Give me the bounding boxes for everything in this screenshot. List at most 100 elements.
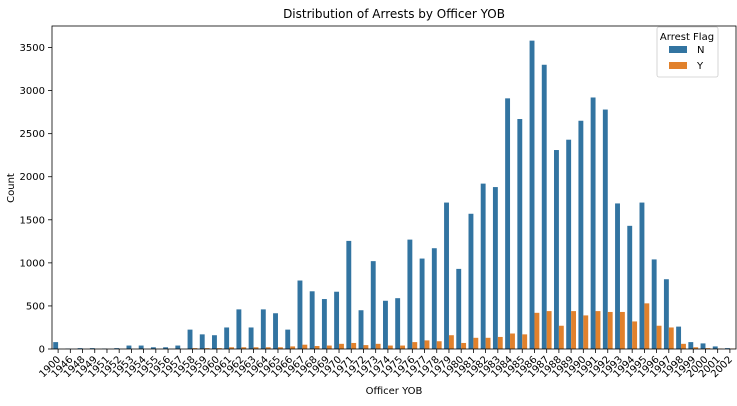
- bar-n-1978: [432, 248, 437, 349]
- legend: Arrest Flag N Y: [657, 27, 718, 77]
- y-tick-label: 3000: [20, 86, 45, 97]
- bar-n-1959: [200, 334, 205, 349]
- y-tick-label: 0: [39, 345, 45, 356]
- y-tick-label: 1500: [20, 215, 45, 226]
- bar-y-1997: [669, 327, 674, 349]
- x-axis-label: Officer YOB: [366, 386, 423, 397]
- bar-y-1988: [559, 326, 564, 349]
- bar-n-1983: [493, 187, 498, 349]
- bar-n-1997: [664, 279, 669, 349]
- bar-y-1986: [534, 313, 539, 349]
- bar-n-1957: [175, 346, 180, 349]
- bar-y-1981: [473, 338, 478, 349]
- bar-y-1976: [412, 342, 417, 349]
- bar-y-1993: [620, 312, 625, 349]
- bar-y-1987: [547, 311, 552, 349]
- bar-n-1977: [420, 259, 425, 349]
- bar-y-1998: [681, 344, 686, 349]
- bar-n-1968: [310, 291, 315, 349]
- bar-y-1970: [339, 344, 344, 349]
- legend-label-n: N: [697, 45, 704, 56]
- bar-n-1975: [395, 298, 400, 349]
- bar-y-1974: [388, 346, 393, 349]
- bar-y-1973: [376, 344, 381, 349]
- bar-y-1996: [657, 326, 662, 349]
- bar-n-1993: [615, 203, 620, 349]
- x-axis: 1900194619481949195119521953195419551956…: [37, 349, 735, 380]
- bar-y-1982: [486, 338, 491, 349]
- bar-n-1979: [444, 203, 449, 349]
- bar-n-1996: [652, 259, 657, 349]
- bar-y-1990: [583, 315, 588, 349]
- bar-y-1972: [363, 345, 368, 349]
- bar-n-1984: [505, 98, 510, 349]
- bar-n-1961: [224, 327, 229, 349]
- bar-n-1994: [627, 226, 632, 349]
- bar-y-1984: [510, 334, 515, 350]
- bar-n-1985: [517, 119, 522, 349]
- bar-n-1954: [139, 346, 144, 349]
- bar-n-1966: [285, 330, 290, 349]
- bar-y-1967: [302, 345, 307, 349]
- bar-n-1971: [346, 241, 351, 349]
- bar-n-1989: [566, 140, 571, 349]
- bar-n-1973: [371, 261, 376, 349]
- bar-n-1976: [407, 240, 412, 349]
- bar-y-1979: [449, 335, 454, 349]
- bar-y-1978: [437, 341, 442, 349]
- bar-n-1986: [530, 41, 535, 349]
- bar-n-1974: [383, 301, 388, 349]
- bar-n-1999: [688, 342, 693, 349]
- y-tick-label: 500: [26, 301, 45, 312]
- bar-y-1980: [461, 343, 466, 349]
- bar-n-1990: [578, 121, 583, 349]
- bar-n-2000: [701, 343, 706, 349]
- bar-y-1991: [596, 311, 601, 349]
- legend-label-y: Y: [696, 61, 704, 72]
- bar-n-1970: [334, 292, 339, 349]
- legend-swatch-y: [669, 62, 687, 69]
- bar-n-1964: [261, 309, 266, 349]
- chart-title: Distribution of Arrests by Officer YOB: [283, 7, 505, 21]
- bar-n-1998: [676, 327, 681, 349]
- bar-n-1980: [456, 269, 461, 349]
- bar-y-1989: [571, 311, 576, 349]
- legend-title: Arrest Flag: [660, 32, 714, 43]
- y-tick-label: 3500: [20, 43, 45, 54]
- bar-y-1985: [522, 334, 527, 349]
- bar-y-1968: [315, 346, 320, 349]
- bar-n-1965: [273, 313, 278, 349]
- y-tick-label: 2500: [20, 129, 45, 140]
- y-tick-label: 1000: [20, 258, 45, 269]
- y-axis-label: Count: [6, 173, 17, 203]
- bar-n-1991: [591, 97, 596, 349]
- bar-n-1992: [603, 110, 608, 349]
- bars-group: [53, 41, 735, 349]
- bar-y-1977: [425, 340, 430, 349]
- bar-n-1962: [236, 309, 241, 349]
- bar-n-1953: [127, 346, 132, 349]
- bar-n-1972: [359, 310, 364, 349]
- bar-y-1983: [498, 337, 503, 349]
- bar-n-1900: [53, 342, 58, 349]
- legend-swatch-n: [669, 46, 687, 53]
- y-tick-label: 2000: [20, 172, 45, 183]
- bar-y-1992: [608, 312, 613, 349]
- bar-n-1963: [249, 327, 254, 349]
- y-axis: 0 500 1000 1500 2000 2500 3000 3500: [20, 43, 52, 355]
- bar-y-1975: [400, 346, 405, 349]
- bar-y-1969: [327, 346, 332, 349]
- bar-n-1988: [554, 150, 559, 349]
- bar-n-1960: [212, 335, 217, 349]
- bar-n-1987: [542, 65, 547, 349]
- bar-y-1994: [632, 321, 637, 349]
- plot-frame: [52, 26, 736, 349]
- bar-n-1981: [469, 214, 474, 349]
- bar-n-1969: [322, 299, 327, 349]
- bar-n-1958: [188, 330, 193, 349]
- bar-y-1995: [644, 303, 649, 349]
- bar-y-1971: [351, 343, 356, 349]
- bar-n-1982: [481, 184, 486, 349]
